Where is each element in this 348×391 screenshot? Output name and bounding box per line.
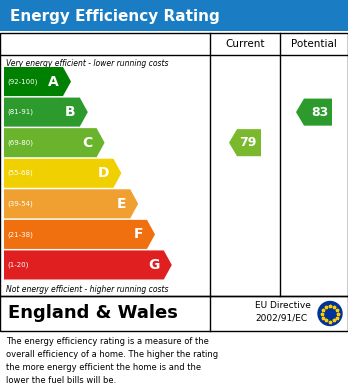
Text: Very energy efficient - lower running costs: Very energy efficient - lower running co… (6, 59, 168, 68)
Text: (21-38): (21-38) (7, 231, 33, 238)
Text: F: F (134, 228, 143, 241)
Text: Energy Efficiency Rating: Energy Efficiency Rating (10, 9, 220, 23)
Text: A: A (48, 75, 59, 88)
Text: D: D (98, 166, 109, 180)
Text: EU Directive
2002/91/EC: EU Directive 2002/91/EC (255, 301, 311, 322)
Bar (0, 0, 348, 31)
Text: C: C (82, 136, 93, 150)
Text: G: G (149, 258, 160, 272)
Text: (55-68): (55-68) (7, 170, 33, 176)
Text: (69-80): (69-80) (7, 140, 33, 146)
Text: Current: Current (225, 39, 265, 49)
Text: (1-20): (1-20) (7, 262, 29, 268)
Text: 79: 79 (240, 136, 257, 149)
Text: (92-100): (92-100) (7, 78, 37, 85)
Polygon shape (229, 129, 261, 156)
Circle shape (318, 301, 342, 325)
Text: (39-54): (39-54) (7, 201, 33, 207)
Text: England & Wales: England & Wales (8, 305, 178, 323)
Text: Potential: Potential (291, 39, 337, 49)
Polygon shape (4, 159, 121, 188)
Text: The energy efficiency rating is a measure of the
overall efficiency of a home. T: The energy efficiency rating is a measur… (6, 337, 218, 385)
Text: Not energy efficient - higher running costs: Not energy efficient - higher running co… (6, 285, 168, 294)
Bar (0, 296, 348, 331)
Polygon shape (4, 67, 71, 96)
Polygon shape (4, 128, 105, 157)
Polygon shape (4, 220, 155, 249)
Polygon shape (296, 99, 332, 126)
Text: E: E (117, 197, 126, 211)
Bar (0, 33, 348, 296)
Polygon shape (4, 250, 172, 280)
Text: 83: 83 (311, 106, 328, 118)
Text: (81-91): (81-91) (7, 109, 33, 115)
Polygon shape (4, 189, 138, 218)
Text: B: B (65, 105, 76, 119)
Polygon shape (4, 98, 88, 127)
